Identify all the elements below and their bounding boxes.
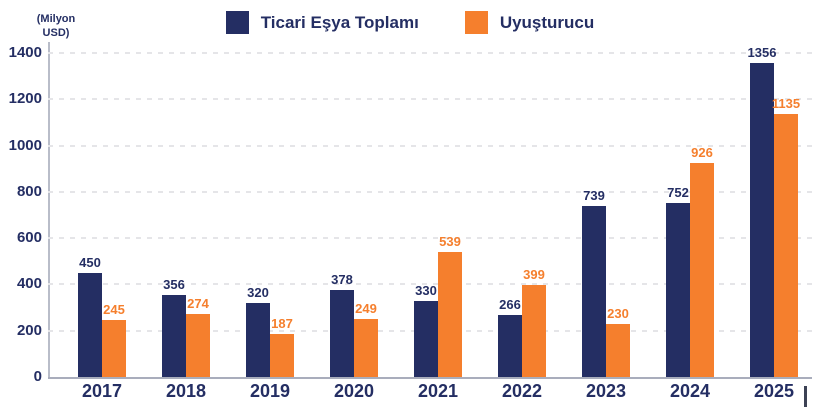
- y-tick-label: 800: [16, 182, 42, 200]
- bar-2020: 378: [330, 272, 354, 377]
- bar-2019: 320: [246, 285, 270, 377]
- bar-2024: 926: [690, 145, 714, 377]
- bar-value-label: 752: [667, 184, 689, 200]
- bar-2018: 356: [162, 277, 186, 377]
- y-tick-label: 1400: [8, 44, 42, 61]
- bar-value-label: 249: [355, 301, 377, 317]
- x-axis-label-2018: 2018: [165, 381, 207, 401]
- bar-value-label: 266: [499, 297, 521, 313]
- legend-label-uyusturucu: Uyuşturucu: [499, 12, 595, 32]
- legend-swatch-orange-icon: [464, 11, 488, 34]
- bar-2017: 245: [102, 302, 126, 377]
- bar-2021: 330: [414, 283, 438, 377]
- bar-2018: 274: [186, 296, 210, 377]
- bar-group-2021: 330 539: [414, 234, 462, 377]
- bar-group-2019: 320 187: [246, 285, 294, 377]
- bar-value-label: 245: [103, 302, 125, 318]
- unit-label-line2: USD): [42, 27, 70, 40]
- bar-value-label: 926: [691, 144, 713, 160]
- bar-2021: 539: [438, 234, 462, 377]
- bar-2023: 230: [606, 306, 630, 377]
- y-tick-label: 1200: [8, 90, 42, 108]
- x-axis-label-2021: 2021: [417, 381, 459, 401]
- x-axis-label-2020: 2020: [333, 381, 375, 401]
- bar-value-label: 320: [247, 284, 269, 300]
- plot-area: 450 245 356 274 320 187 378 249 330 539 266 399 739 2…: [48, 45, 812, 379]
- legend-item-ticari-esya: Ticari Eşya Toplamı: [225, 11, 419, 34]
- bar-value-label: 1356: [747, 45, 777, 61]
- y-axis-unit-label: (Milyon USD): [16, 12, 96, 41]
- bar-group-2020: 378 249: [330, 272, 378, 377]
- bar-value-label: 399: [523, 266, 545, 282]
- gridline: [48, 237, 812, 240]
- bar-value-label: 187: [271, 315, 293, 331]
- x-axis-label-2025: 2025: [753, 381, 795, 401]
- y-tick-label: 0: [33, 368, 42, 385]
- bar-value-label: 230: [607, 305, 629, 321]
- bar-2024: 752: [666, 185, 690, 377]
- y-axis-line: [48, 42, 50, 377]
- bar-group-2025: 1356 1135: [748, 45, 800, 377]
- y-tick-label: 400: [16, 275, 42, 293]
- bar-group-2023: 739 230: [582, 188, 630, 377]
- bar-2025: 1356: [748, 45, 776, 377]
- bar-group-2018: 356 274: [162, 277, 210, 377]
- y-tick-label: 200: [16, 321, 42, 339]
- bar-2025: 1135: [772, 96, 800, 377]
- bar-group-2017: 450 245: [78, 255, 126, 377]
- x-axis-label-2023: 2023: [585, 381, 627, 401]
- bar-value-label: 539: [439, 234, 461, 250]
- legend-item-uyusturucu: Uyuşturucu: [464, 11, 595, 34]
- gridline: [48, 190, 812, 193]
- bar-value-label: 330: [415, 282, 437, 298]
- gridline: [48, 283, 812, 286]
- bar-2022: 266: [498, 297, 522, 377]
- x-axis-labels: 2017 2018 2019 2020 2021 2022 2023 2024 2025: [0, 381, 820, 407]
- x-axis-label-2022: 2022: [501, 381, 543, 401]
- x-axis-label-2024: 2024: [669, 381, 711, 401]
- bar-2017: 450: [78, 255, 102, 377]
- bar-value-label: 378: [331, 271, 353, 287]
- legend-swatch-navy-icon: [225, 11, 249, 34]
- x-axis-label-2019: 2019: [249, 381, 291, 401]
- bar-2023: 739: [582, 188, 606, 377]
- legend: Ticari Eşya Toplamı Uyuşturucu: [0, 11, 820, 34]
- y-tick-label: 1000: [8, 136, 42, 154]
- unit-label-line1: (Milyon: [36, 13, 76, 25]
- bar-group-2022: 266 399: [498, 267, 546, 377]
- bar-value-label: 450: [79, 254, 101, 270]
- artifact-mark: [804, 386, 807, 407]
- x-axis-label-2017: 2017: [81, 381, 123, 401]
- gridline: [48, 98, 812, 101]
- bar-2020: 249: [354, 301, 378, 377]
- bar-2022: 399: [522, 267, 546, 377]
- y-axis-tick-labels: 0 200 400 600 800 1000 1200 1400: [0, 0, 42, 409]
- gridline: [48, 144, 812, 147]
- bar-value-label: 1135: [771, 96, 801, 112]
- legend-label-ticari-esya: Ticari Eşya Toplamı: [260, 12, 419, 32]
- bar-value-label: 274: [187, 295, 209, 311]
- bar-2019: 187: [270, 316, 294, 377]
- bar-value-label: 739: [583, 187, 605, 203]
- y-tick-label: 600: [16, 229, 42, 247]
- gridline: [48, 52, 812, 54]
- bar-group-2024: 752 926: [666, 145, 714, 377]
- bar-value-label: 356: [163, 276, 185, 292]
